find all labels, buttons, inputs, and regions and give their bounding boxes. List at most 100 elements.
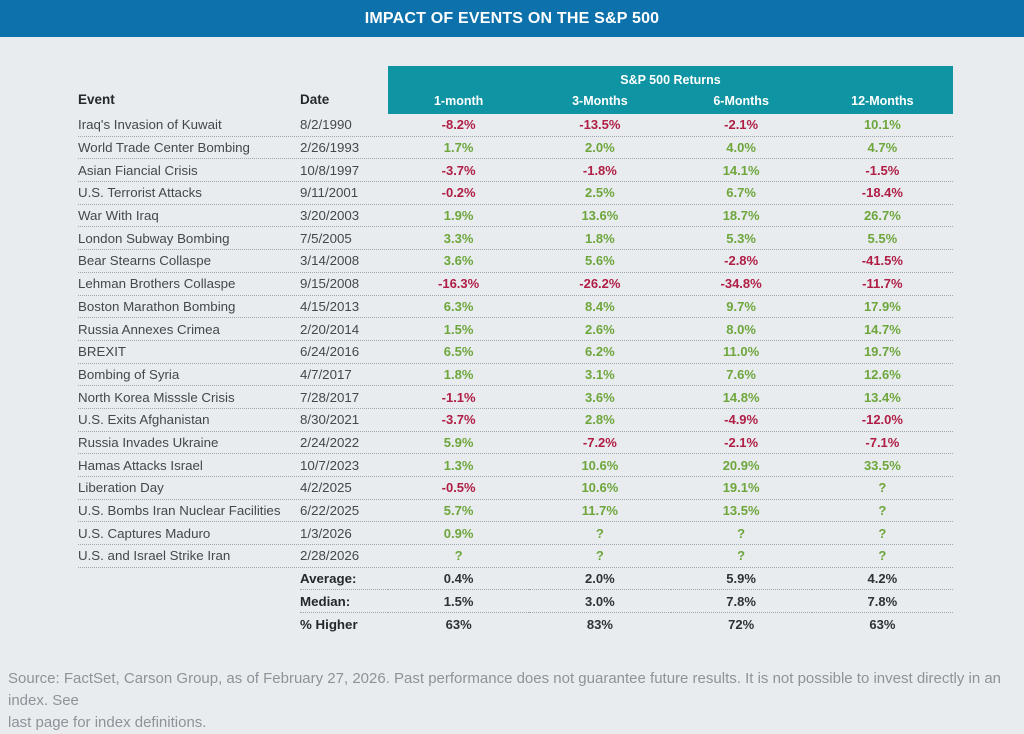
return-value: 17.9% [863, 298, 901, 314]
summary-value: 7.8% [811, 590, 953, 614]
return-value: 2.6% [585, 321, 615, 337]
return-value: -7.1% [865, 434, 900, 450]
return-value: -26.2% [579, 276, 621, 292]
event-name: Liberation Day [78, 480, 164, 496]
return-value: 3.1% [585, 366, 615, 382]
col-header-12-months: 12-Months [851, 94, 914, 108]
return-value: 0.9% [443, 525, 474, 541]
return-value: -1.8% [582, 162, 617, 178]
summary-value: 72% [728, 616, 755, 632]
event-name: Lehman Brothers Collaspe [78, 276, 236, 292]
return-value: ? [878, 525, 887, 541]
return-value: 18.7% [722, 208, 760, 224]
return-value: 1.5% [443, 321, 474, 337]
event-name: Bear Stearns Collaspe [78, 253, 212, 269]
date-column-header: Date [300, 92, 330, 107]
table-row: Russia Invades Ukraine 2/24/2022 5.9% -7.2%… [78, 432, 953, 455]
table-row: Bombing of Syria 4/7/2017 1.8% 3.1% 7.6% 12.6… [78, 364, 953, 387]
summary-row: % Higher 63% 83% 72% 63% [78, 613, 953, 636]
return-value: 14.1% [722, 162, 760, 178]
return-value: 6.3% [443, 298, 474, 314]
return-value: -16.3% [438, 276, 480, 292]
summary-value: 3.0% [529, 590, 671, 614]
summary-value: 7.8% [670, 590, 812, 614]
return-value: 14.8% [722, 389, 760, 405]
return-value: 1.3% [443, 457, 474, 473]
return-value: 5.9% [443, 434, 474, 450]
return-value: 8.0% [726, 321, 756, 337]
event-name: Hamas Attacks Israel [78, 457, 203, 473]
return-value: 3.6% [585, 389, 615, 405]
event-name: U.S. Captures Maduro [78, 525, 211, 541]
return-value: ? [737, 548, 746, 564]
table-row: Lehman Brothers Collaspe 9/15/2008 -16.3% -… [78, 273, 953, 296]
summary-row: Average: 0.4% 2.0% 5.9% 4.2% [78, 568, 953, 591]
return-value: 13.4% [863, 389, 901, 405]
table-row: Liberation Day 4/2/2025 -0.5% 10.6% 19.1%? [78, 477, 953, 500]
return-value: 1.8% [585, 230, 615, 246]
event-date: 8/30/2021 [300, 412, 360, 428]
return-value: -2.1% [724, 117, 759, 133]
event-date: 9/11/2001 [300, 185, 359, 201]
table-row: North Korea Misssle Crisis 7/28/2017 -1.1%… [78, 386, 953, 409]
return-value: -7.2% [582, 434, 617, 450]
return-value: -2.1% [724, 434, 759, 450]
event-name: Asian Fiancial Crisis [78, 162, 198, 178]
event-name: Bombing of Syria [78, 366, 180, 382]
returns-header-block: S&P 500 Returns 1-month 3-Months 6-Month… [388, 66, 953, 114]
table-row: U.S. Exits Afghanistan 8/30/2021 -3.7% 2.8%… [78, 409, 953, 432]
summary-value: 63% [445, 616, 472, 632]
event-date: 3/20/2003 [300, 208, 360, 224]
table-row: Bear Stearns Collaspe 3/14/2008 3.6% 5.6% -2… [78, 250, 953, 273]
return-value: 26.7% [863, 208, 901, 224]
return-value: 1.9% [443, 208, 474, 224]
col-header-1-month: 1-month [433, 94, 484, 108]
event-date: 10/7/2023 [300, 457, 360, 473]
return-value: 3.3% [443, 230, 474, 246]
page-title: IMPACT OF EVENTS ON THE S&P 500 [364, 9, 660, 27]
return-value: -1.1% [441, 389, 476, 405]
return-value: -18.4% [861, 185, 903, 201]
return-value: 20.9% [722, 457, 760, 473]
summary-label: % Higher [300, 616, 358, 632]
source-footnote: Source: FactSet, Carson Group, as of Feb… [8, 668, 1024, 734]
return-value: 1.8% [443, 366, 474, 382]
table-row: U.S. Bombs Iran Nuclear Facilities 6/22/2… [78, 500, 953, 523]
table-row: U.S. Terrorist Attacks 9/11/2001 -0.2% 2.5%… [78, 182, 953, 205]
table-row: War With Iraq 3/20/2003 1.9% 13.6% 18.7% 26.7… [78, 205, 953, 228]
event-name: U.S. Terrorist Attacks [78, 185, 202, 201]
event-name: Boston Marathon Bombing [78, 298, 236, 314]
return-value: -2.8% [724, 253, 759, 269]
event-date: 7/28/2017 [300, 389, 360, 405]
returns-group-title: S&P 500 Returns [620, 73, 721, 87]
return-value: ? [595, 548, 604, 564]
event-name: U.S. and Israel Strike Iran [78, 548, 231, 564]
return-value: 6.7% [726, 185, 756, 201]
event-name: War With Iraq [78, 208, 159, 224]
table-body: Iraq's Invasion of Kuwait 8/2/1990 -8.2% -1… [78, 114, 953, 568]
return-value: 2.5% [585, 185, 615, 201]
return-value: 11.0% [723, 344, 760, 360]
event-date: 2/28/2026 [300, 548, 360, 564]
return-value: -34.8% [720, 276, 762, 292]
event-name: U.S. Bombs Iran Nuclear Facilities [78, 503, 281, 519]
event-date: 4/2/2025 [300, 480, 352, 496]
summary-spacer [78, 613, 300, 636]
return-value: -1.5% [865, 162, 900, 178]
summary-label: Median: [300, 590, 388, 614]
event-date: 2/26/1993 [300, 140, 360, 156]
event-date: 2/24/2022 [300, 434, 360, 450]
event-date: 8/2/1990 [300, 117, 352, 133]
summary-value: 4.2% [811, 568, 953, 591]
event-name: Iraq's Invasion of Kuwait [78, 117, 222, 133]
return-value: 2.8% [585, 412, 615, 428]
return-value: 8.4% [585, 298, 615, 314]
summary-value: 2.0% [529, 568, 671, 591]
return-value: 3.6% [443, 253, 474, 269]
return-value: 7.6% [726, 366, 756, 382]
event-date: 4/15/2013 [300, 298, 360, 314]
return-value: 14.7% [863, 321, 901, 337]
table-row: U.S. Captures Maduro 1/3/2026 0.9%??? [78, 522, 953, 546]
table-row: London Subway Bombing 7/5/2005 3.3% 1.8% 5.3… [78, 227, 953, 251]
table-row: U.S. and Israel Strike Iran 2/28/2026???? [78, 545, 953, 568]
